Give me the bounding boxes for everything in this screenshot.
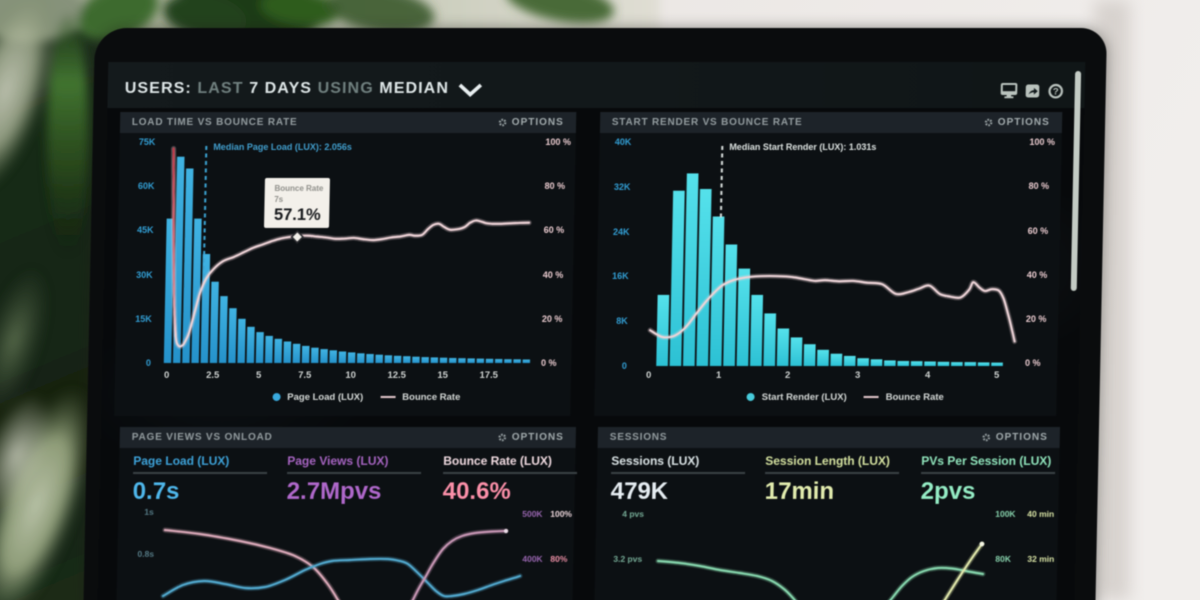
svg-text:?: ? <box>1053 87 1059 98</box>
